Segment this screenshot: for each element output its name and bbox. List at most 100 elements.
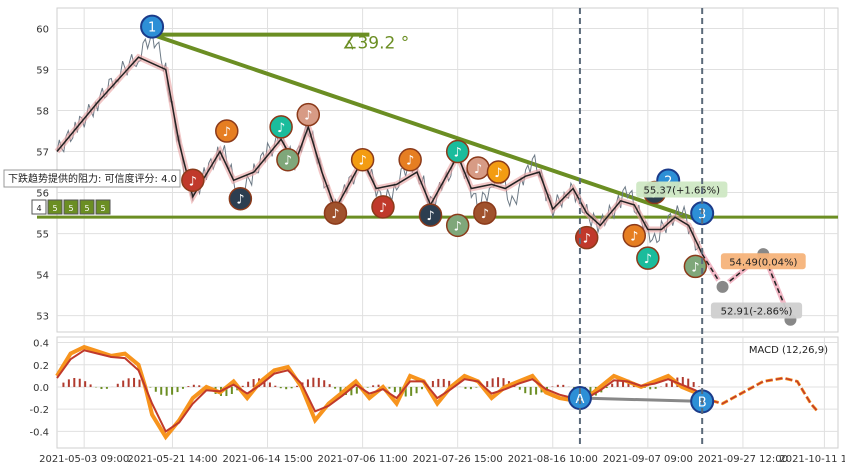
note-circle [683, 254, 708, 279]
macd-histogram-bar [589, 386, 592, 397]
note-circle [276, 147, 300, 172]
macd-histogram-bar [323, 380, 326, 387]
macd-histogram-bar [404, 386, 407, 397]
price-y-tick-label: 58 [36, 107, 49, 118]
macd-plot-frame [56, 336, 839, 449]
macd-histogram-bar [312, 377, 315, 387]
annotation-text: 55.37(+1.65%) [644, 186, 721, 197]
price-y-tick-label: 54 [36, 271, 49, 282]
note-circle [622, 223, 647, 248]
box-tag [79, 199, 95, 215]
point-label: 1 [148, 21, 156, 36]
macd-histogram-bar [366, 386, 369, 388]
note-circle [323, 201, 348, 225]
price-y-tick-label: 53 [36, 312, 49, 323]
music-note-icon: ♪ [454, 146, 462, 161]
note-marker: ♪ [398, 147, 422, 172]
note-marker: ♪ [181, 168, 205, 193]
macd-histogram-bar [654, 386, 657, 389]
note-marker: ♪ [574, 225, 599, 250]
music-note-icon: ♪ [630, 230, 638, 245]
macd-histogram-bar [187, 386, 190, 387]
macd-histogram-bar [649, 386, 652, 390]
forecast-node [714, 278, 731, 295]
macd-histogram-bar [437, 378, 440, 387]
music-note-icon: ♪ [223, 125, 231, 140]
macd-histogram-bar [448, 380, 451, 387]
note-marker: ♪ [445, 213, 470, 238]
note-marker: ♪ [371, 195, 395, 219]
macd-histogram-bar [73, 378, 76, 387]
note-circle [398, 147, 422, 172]
note-circle [486, 160, 511, 184]
point-circle [140, 14, 165, 39]
x-tick-label: 2021-09-07 09:00 [603, 454, 693, 465]
note-marker: ♪ [269, 115, 293, 139]
macd-histogram-bar [181, 386, 184, 389]
box-tag [63, 199, 79, 215]
macd-histogram-bar [611, 383, 614, 387]
macd-histogram-bar [681, 377, 684, 387]
note-circle [418, 203, 443, 227]
box-tag-label: 5 [100, 204, 105, 213]
macd-histogram-bar [486, 381, 489, 387]
macd-histogram-bar [198, 385, 201, 387]
macd-histogram-bar [687, 378, 690, 387]
macd-histogram-bar [475, 386, 478, 388]
macd-histogram-bar [263, 379, 266, 387]
macd-histogram-bar [491, 378, 494, 387]
macd-histogram-bar [605, 386, 608, 389]
box-tag-label: 5 [84, 204, 89, 213]
macd-histogram-bar [176, 386, 179, 393]
macd-histogram-bar [268, 382, 271, 387]
x-tick-label: 2021-05-03 09:00 [39, 454, 129, 465]
box-tag [31, 199, 47, 215]
macd-histogram-bar [556, 384, 559, 387]
macd-histogram-bar [252, 379, 255, 387]
music-note-icon: ♪ [304, 109, 312, 124]
macd-forecast-signal [702, 377, 819, 412]
macd-series-2 [56, 349, 703, 433]
macd-histogram-bar [62, 382, 65, 387]
macd-histogram-bar [279, 386, 282, 389]
price-annotation: 55.37(+1.65%) [636, 181, 728, 198]
note-marker: ♪ [350, 147, 375, 172]
x-tick-label: 2021-07-06 11:00 [318, 454, 408, 465]
note-marker: ♪ [296, 102, 321, 127]
macd-title: MACD (12,26,9) [749, 345, 828, 356]
note-circle [181, 168, 205, 193]
macd-histogram-bar [192, 384, 195, 387]
note-marker: ♪ [228, 186, 253, 211]
macd-histogram-bar [165, 386, 168, 396]
price-annotation: 52.91(-2.86%) [710, 302, 803, 319]
macd-histogram-bar [306, 379, 309, 387]
macd-histogram-bar [562, 384, 565, 387]
music-note-icon: ♪ [406, 154, 414, 169]
macd-histogram-bar [518, 386, 521, 390]
macd-histogram-bar [350, 386, 353, 396]
macd-histogram-bar [464, 386, 467, 389]
note-circle [445, 213, 470, 238]
macd-histogram-bar [171, 386, 174, 395]
trend-note-box [3, 169, 181, 188]
price-y-tick-label: 55 [36, 230, 49, 241]
music-note-icon: ♪ [481, 207, 489, 222]
macd-histogram-bar [372, 385, 375, 387]
macd-histogram-bar [469, 386, 472, 390]
annotation-text: 54.49(0.04%) [729, 257, 797, 268]
music-note-icon: ♪ [331, 207, 339, 222]
macd-histogram-bar [247, 381, 250, 387]
macd-histogram-bar [698, 386, 701, 387]
macd-histogram-bar [410, 386, 413, 396]
macd-histogram-bar [670, 379, 673, 387]
macd-ab-line [579, 396, 703, 403]
note-marker: ♪ [445, 139, 470, 164]
macd-histogram-bar [160, 386, 163, 395]
annotation-text: 52.91(-2.86%) [721, 306, 793, 317]
macd-y-tick-label: 0.4 [33, 339, 49, 350]
note-circle [473, 201, 497, 225]
macd-histogram-bar [100, 386, 103, 390]
macd-histogram-bar [225, 386, 228, 397]
macd-histogram-bar [415, 386, 418, 394]
